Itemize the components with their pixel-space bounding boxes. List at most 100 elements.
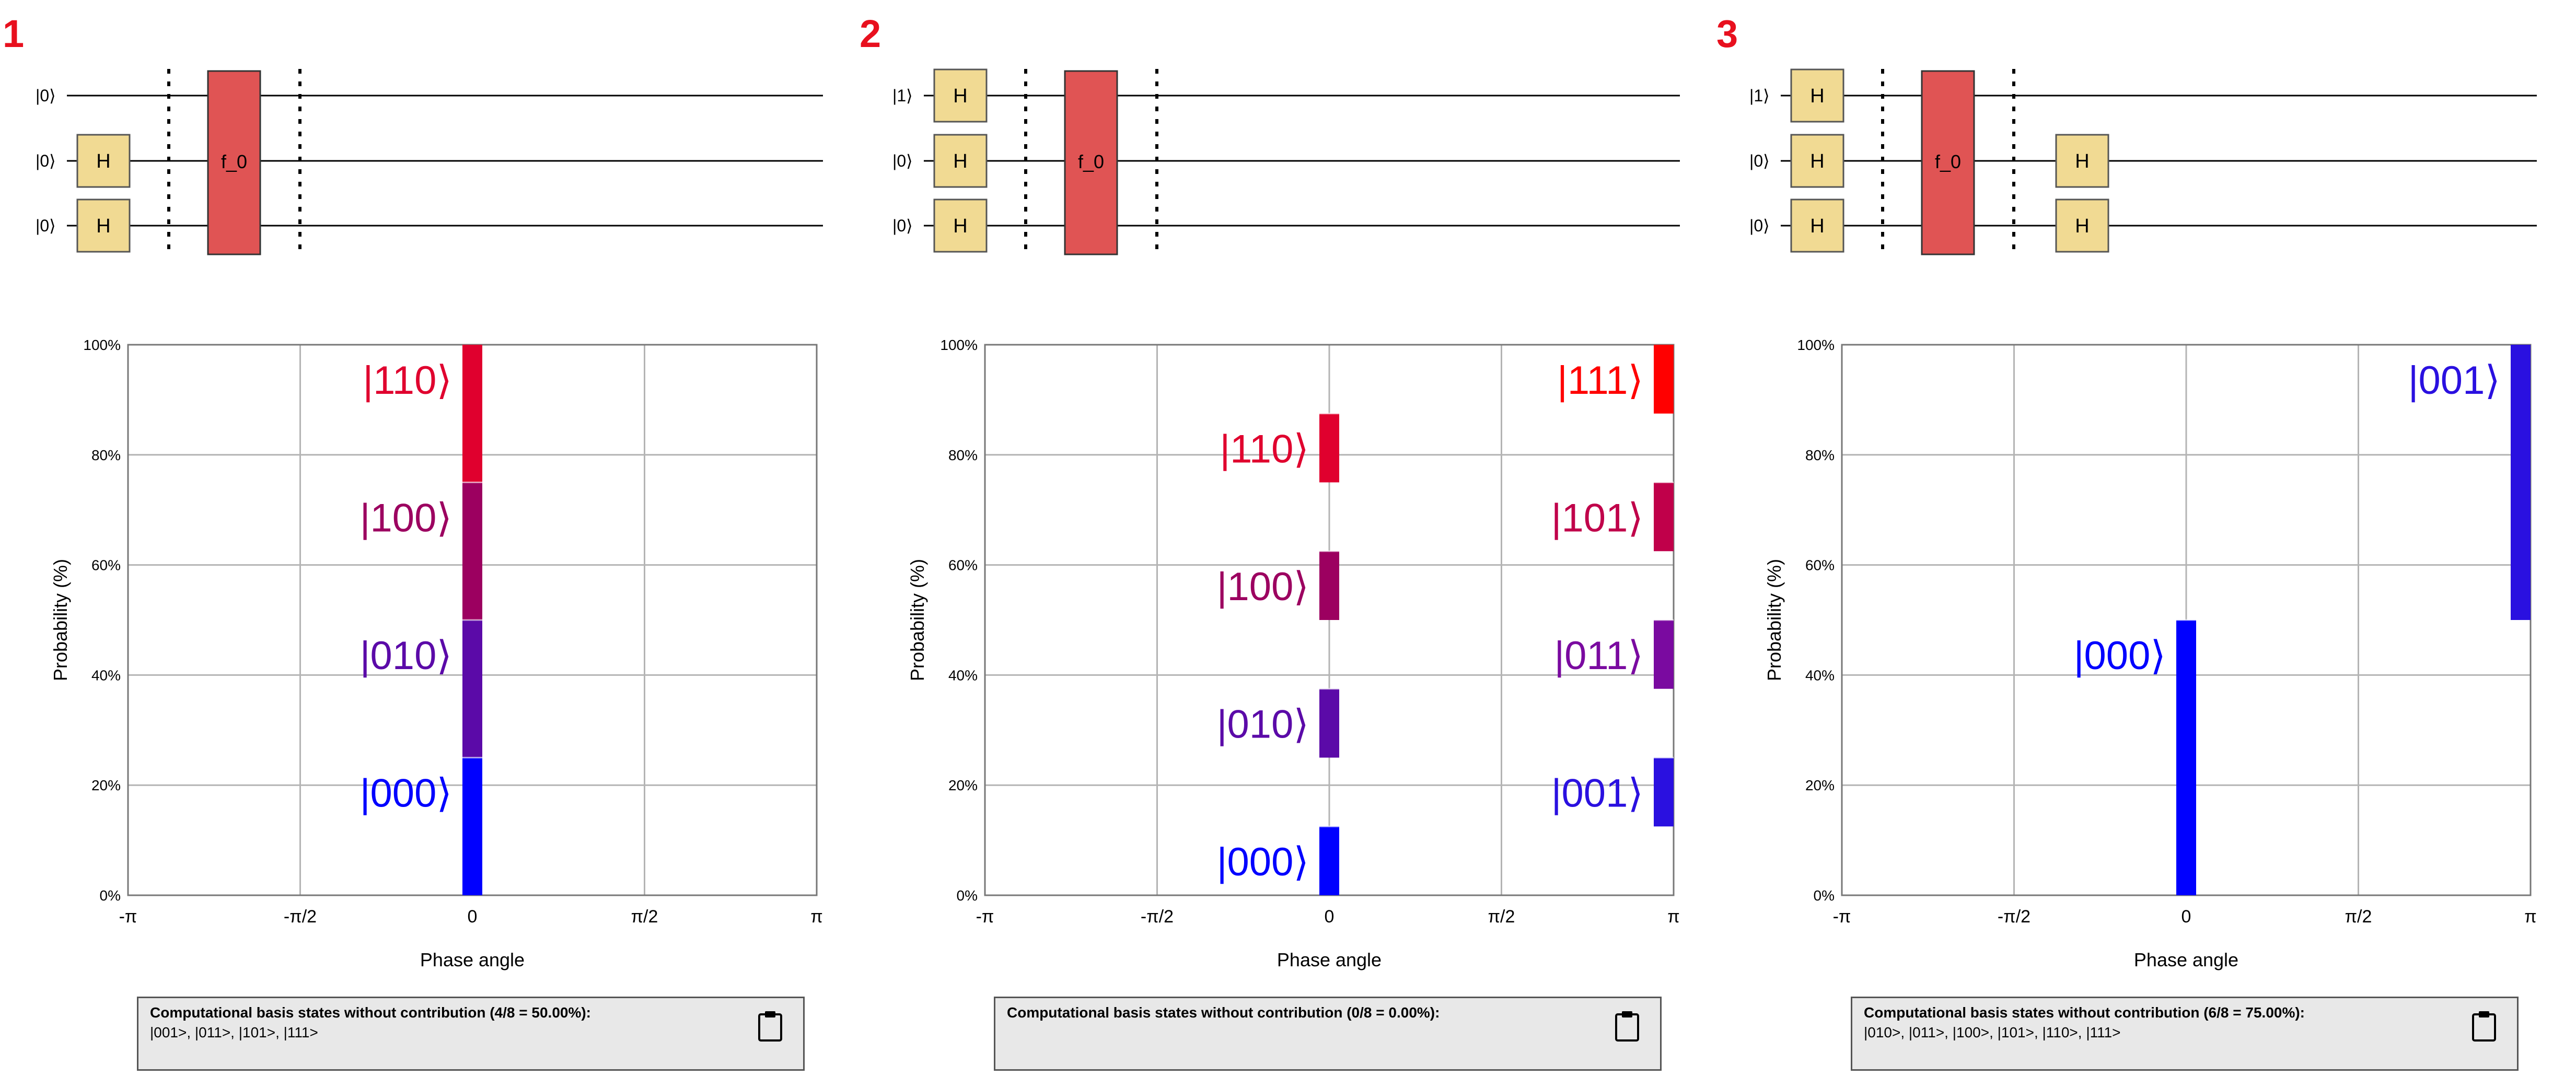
probability-bar[interactable]: [2511, 345, 2531, 620]
oracle-gate[interactable]: [1921, 70, 1975, 255]
h-gate-label: H: [96, 150, 110, 172]
qubit-label: |0⟩: [892, 151, 913, 170]
h-gate[interactable]: [1790, 134, 1844, 188]
basis-state-label: |100⟩: [1217, 565, 1309, 609]
qubit-label: |0⟩: [1749, 151, 1770, 170]
y-tick-label: 80%: [948, 447, 978, 463]
h-gate[interactable]: [76, 198, 131, 253]
x-axis-label: Phase angle: [420, 949, 525, 970]
h-gate[interactable]: [76, 134, 131, 188]
h-gate-label: H: [953, 150, 967, 172]
qubit-label: |1⟩: [1749, 86, 1770, 105]
y-tick-label: 40%: [91, 667, 121, 683]
x-tick-label: -π/2: [284, 907, 317, 927]
h-gate[interactable]: [933, 134, 988, 188]
y-tick-label: 100%: [83, 337, 121, 353]
clipboard-icon[interactable]: [1614, 1010, 1640, 1042]
non-contributing-states-panel: Computational basis states without contr…: [994, 997, 1662, 1071]
y-tick-label: 40%: [1805, 667, 1835, 683]
x-tick-label: 0: [2182, 907, 2191, 927]
y-tick-label: 80%: [1805, 447, 1835, 463]
h-gate-label: H: [1810, 85, 1824, 107]
qubit-label: |0⟩: [1749, 216, 1770, 235]
oracle-label: f_0: [1935, 151, 1961, 172]
oracle-gate[interactable]: [1064, 70, 1118, 255]
probability-bar[interactable]: [462, 757, 482, 896]
x-axis-label: Phase angle: [1277, 949, 1382, 970]
basis-state-label: |010⟩: [1217, 703, 1309, 747]
x-tick-label: π: [2524, 907, 2536, 927]
oracle-label: f_0: [1078, 151, 1104, 172]
h-gate[interactable]: [2055, 134, 2109, 188]
qubit-label: |1⟩: [892, 86, 913, 105]
phase-probability-chart: -π -π/2 0 π/2 π 0% 20% 40% 60% 80% 100% |000⟩ |001⟩ P…: [1763, 337, 2537, 970]
probability-bar[interactable]: [462, 482, 482, 621]
y-tick-label: 0%: [1814, 887, 1835, 904]
panel-2: 2 |1⟩ H |0⟩ H |0⟩ Hf_0 -π -π/2 0 π/2 π 0% 20% 40% 60% 80…: [860, 12, 1680, 970]
probability-bar[interactable]: [1654, 757, 1674, 827]
probability-bar[interactable]: [1654, 482, 1674, 552]
basis-state-label: |011⟩: [1554, 634, 1643, 678]
h-gate[interactable]: [933, 198, 988, 253]
probability-bar[interactable]: [1319, 413, 1339, 483]
basis-state-label: |010⟩: [360, 634, 452, 678]
x-tick-label: -π/2: [1141, 907, 1174, 927]
x-tick-label: π: [810, 907, 822, 927]
h-gate[interactable]: [1790, 198, 1844, 253]
h-gate[interactable]: [933, 68, 988, 123]
circuit-diagram: |1⟩ H |0⟩ H |0⟩ Hf_0: [892, 68, 1680, 255]
circuit-diagram: |0⟩ |0⟩ H |0⟩ Hf_0: [36, 69, 823, 255]
non-contributing-states-panel: Computational basis states without contr…: [1851, 997, 2519, 1071]
phase-probability-chart: -π -π/2 0 π/2 π 0% 20% 40% 60% 80% 100% |000⟩ |010⟩ |…: [907, 337, 1680, 970]
y-tick-label: 40%: [948, 667, 978, 683]
clipboard-icon[interactable]: [2471, 1010, 2497, 1042]
qubit-label: |0⟩: [892, 216, 913, 235]
non-contributing-states-list: |001>, |011>, |101>, |111>: [150, 1024, 318, 1040]
probability-bar[interactable]: [462, 620, 482, 758]
x-tick-label: π: [1667, 907, 1679, 927]
non-contributing-states-list: |010>, |011>, |100>, |101>, |110>, |111>: [1864, 1024, 2121, 1040]
probability-bar[interactable]: [2176, 620, 2196, 895]
x-tick-label: π/2: [631, 907, 658, 927]
h-gate-label: H: [953, 85, 967, 107]
basis-state-label: |000⟩: [2074, 634, 2166, 678]
basis-state-label: |110⟩: [363, 358, 452, 403]
x-tick-label: π/2: [1488, 907, 1515, 927]
h-gate[interactable]: [1790, 68, 1844, 123]
y-tick-label: 20%: [91, 777, 121, 793]
panel-number: 1: [3, 12, 24, 55]
probability-bar[interactable]: [1319, 551, 1339, 620]
oracle-gate[interactable]: [207, 70, 261, 255]
y-tick-label: 20%: [1805, 777, 1835, 793]
y-tick-label: 80%: [91, 447, 121, 463]
h-gate-label: H: [2075, 150, 2089, 172]
probability-bar[interactable]: [1654, 620, 1674, 689]
basis-state-label: |110⟩: [1220, 427, 1309, 472]
qubit-label: |0⟩: [36, 151, 56, 170]
y-tick-label: 0%: [957, 887, 978, 904]
non-contributing-states-panel: Computational basis states without contr…: [137, 997, 805, 1071]
h-gate[interactable]: [2055, 198, 2109, 253]
non-contributing-states-title: Computational basis states without contr…: [1007, 1004, 1440, 1021]
y-axis-label: Probability (%): [907, 559, 928, 681]
h-gate-label: H: [953, 215, 967, 237]
panel-number: 3: [1716, 12, 1738, 55]
clipboard-icon[interactable]: [757, 1010, 783, 1042]
y-tick-label: 20%: [948, 777, 978, 793]
probability-bar[interactable]: [1654, 345, 1674, 414]
probability-bar[interactable]: [1319, 826, 1339, 895]
panel-1: 1 |0⟩ |0⟩ H |0⟩ Hf_0 -π -π/2 0 π/2 π 0% 20% 40% 60% 80%…: [3, 12, 823, 970]
non-contributing-states-title: Computational basis states without contr…: [150, 1004, 591, 1021]
h-gate-label: H: [1810, 150, 1824, 172]
x-tick-label: -π: [1833, 907, 1851, 927]
qubit-label: |0⟩: [36, 216, 56, 235]
y-tick-label: 0%: [100, 887, 121, 904]
x-tick-label: -π: [976, 907, 994, 927]
non-contributing-states-title: Computational basis states without contr…: [1864, 1004, 2305, 1021]
probability-bar[interactable]: [462, 345, 482, 483]
basis-state-label: |000⟩: [360, 771, 452, 816]
probability-bar[interactable]: [1319, 688, 1339, 758]
x-axis-label: Phase angle: [2134, 949, 2238, 970]
h-gate-label: H: [1810, 215, 1824, 237]
